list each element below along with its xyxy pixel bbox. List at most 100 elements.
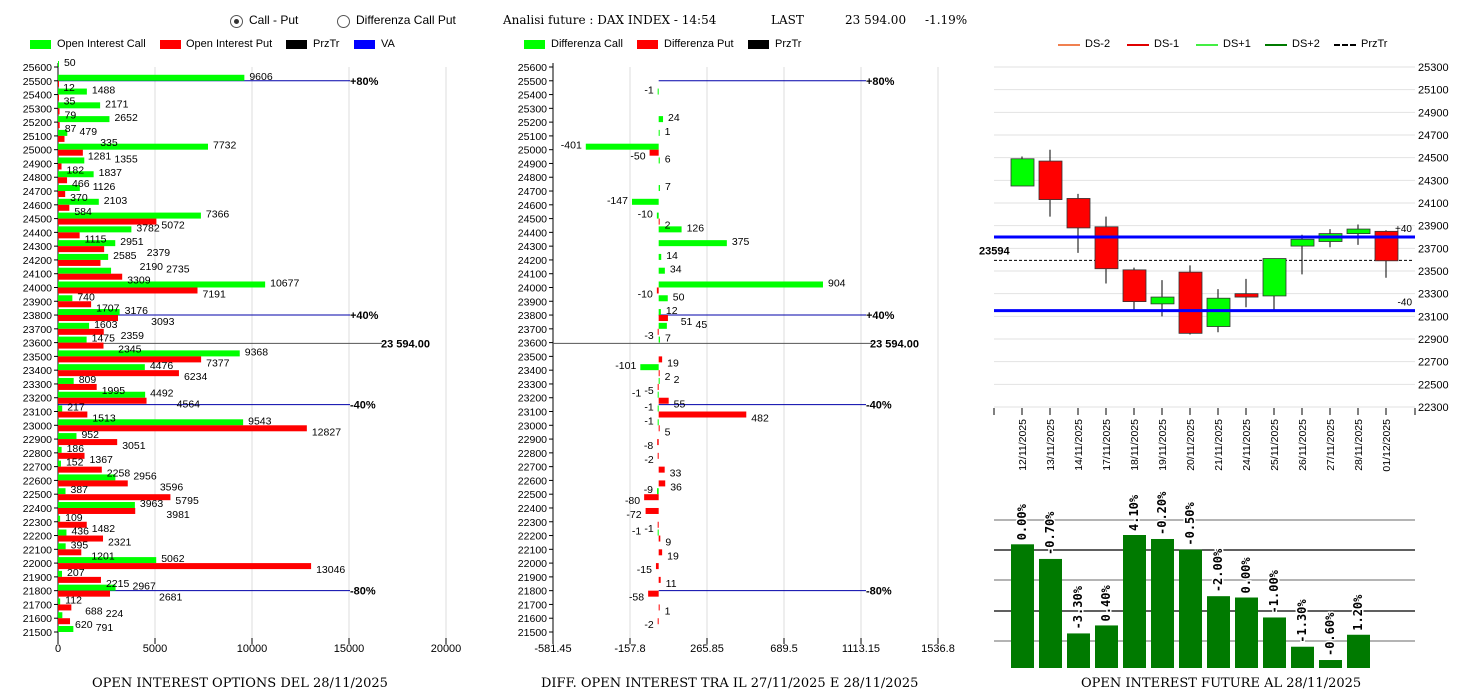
bar-call-label: 109 bbox=[65, 512, 83, 524]
bar-call bbox=[58, 543, 66, 550]
bar-diff-call bbox=[640, 364, 659, 371]
y-tick-label: 25100 bbox=[23, 131, 52, 143]
y-tick-label: 22200 bbox=[518, 531, 547, 543]
bar-diff-put bbox=[658, 397, 669, 404]
y-tick-label: 24900 bbox=[23, 158, 52, 170]
y-tick-label: 25100 bbox=[518, 131, 547, 143]
bar-put bbox=[58, 149, 83, 156]
bar-put-label: 2359 bbox=[121, 330, 145, 342]
bar-put bbox=[58, 535, 104, 542]
bar-diff-put-label: 2 bbox=[665, 371, 671, 383]
bar-call bbox=[58, 116, 110, 123]
bar-put bbox=[58, 191, 66, 198]
y-tick-label: 25500 bbox=[518, 76, 547, 88]
bar-diff-call-label: 34 bbox=[670, 264, 682, 276]
bar-call-label: 1126 bbox=[93, 181, 116, 193]
bar-put-label: 1707 bbox=[96, 302, 120, 314]
bar-put bbox=[58, 494, 171, 501]
x-tick-label: 27/11/2025 bbox=[1325, 419, 1337, 471]
bar-diff-call-label: -1 bbox=[632, 526, 641, 538]
bar-call-label: 207 bbox=[67, 567, 85, 579]
bar-put-label: 5072 bbox=[161, 220, 185, 232]
y-tick-label: 23700 bbox=[23, 324, 52, 336]
bar-diff-call-label: -1 bbox=[644, 85, 653, 97]
bar-call-label: 2171 bbox=[105, 98, 129, 110]
x-tick-label: -157.8 bbox=[614, 643, 645, 655]
legend-diff-przTr: PrzTr bbox=[775, 38, 802, 50]
bar-put bbox=[58, 315, 119, 322]
radio-differenza-label[interactable]: Differenza Call Put bbox=[356, 13, 456, 27]
level-label: +40% bbox=[350, 310, 379, 322]
change-value: -1.19% bbox=[925, 13, 968, 27]
y-tick-label: 23400 bbox=[518, 365, 547, 377]
y-tick-label: 24100 bbox=[518, 269, 547, 281]
bar-put bbox=[58, 466, 102, 473]
bar-put-label: 1513 bbox=[92, 413, 116, 425]
x-tick-label: 20/11/2025 bbox=[1185, 419, 1197, 471]
candle-down bbox=[1094, 226, 1119, 270]
bar-diff-put bbox=[658, 315, 668, 322]
bar-call bbox=[58, 267, 112, 274]
bar-call-label: 4476 bbox=[150, 360, 174, 372]
bar-put bbox=[58, 246, 105, 253]
bar-diff-put bbox=[658, 480, 666, 487]
bar-oi-future bbox=[1011, 544, 1034, 668]
last-value: 23 594.00 bbox=[845, 13, 907, 27]
bar-oi-future bbox=[1067, 633, 1090, 668]
x-tick-label: 19/11/2025 bbox=[1157, 419, 1169, 471]
legend-przTr3: PrzTr bbox=[1361, 38, 1388, 50]
bar-diff-call-label: 1 bbox=[665, 126, 671, 138]
bar-put-label: 7191 bbox=[203, 288, 227, 300]
bar-diff-call bbox=[658, 377, 660, 384]
bar-diff-call-label: 45 bbox=[696, 319, 708, 331]
x-tick-label: 17/11/2025 bbox=[1101, 419, 1113, 471]
bar-put-label: 3093 bbox=[151, 316, 175, 328]
candle-up bbox=[1262, 258, 1287, 297]
bar-put-label: 335 bbox=[100, 137, 118, 149]
y-tick-label: 22100 bbox=[23, 544, 52, 556]
legend-ds+2: DS+2 bbox=[1292, 38, 1320, 50]
legend-call: Open Interest Call bbox=[57, 38, 146, 50]
y-tick-label: 25000 bbox=[23, 145, 52, 157]
y-tick-label: 25400 bbox=[518, 90, 547, 102]
bar-diff-put bbox=[658, 411, 747, 418]
bar-diff-put-label: 9 bbox=[665, 537, 671, 549]
bar-call-label: 387 bbox=[71, 484, 89, 496]
bar-diff-call-label: -401 bbox=[561, 140, 582, 152]
bar-put-label: 1281 bbox=[88, 151, 112, 163]
bar-diff-call bbox=[658, 295, 668, 302]
bar-oi-future-label: -1.00% bbox=[1267, 569, 1281, 613]
legend-przTr: PrzTr bbox=[313, 38, 340, 50]
bar-oi-future-label: 0.00% bbox=[1015, 503, 1029, 540]
bar-diff-put bbox=[657, 383, 659, 390]
y-tick-label: 22300 bbox=[518, 517, 547, 529]
bar-diff-put bbox=[658, 576, 661, 583]
bar-oi-future-label: -0.70% bbox=[1043, 511, 1057, 555]
bar-put-label: 1367 bbox=[90, 454, 114, 466]
bar-diff-put bbox=[657, 328, 659, 335]
y-tick-label: 24700 bbox=[1418, 130, 1449, 142]
bar-diff-call-label: 7 bbox=[665, 333, 671, 345]
radio-call-put[interactable] bbox=[230, 15, 243, 28]
radio-differenza[interactable] bbox=[337, 15, 350, 28]
y-tick-label: 22000 bbox=[518, 558, 547, 570]
level-label: +40% bbox=[866, 310, 895, 322]
bar-diff-put-label: -1 bbox=[644, 523, 653, 535]
candle-down bbox=[1178, 271, 1203, 334]
bar-call-label: 9368 bbox=[245, 346, 269, 358]
y-tick-label: 24000 bbox=[518, 282, 547, 294]
bar-put bbox=[58, 370, 179, 377]
legend-swatch-va bbox=[354, 40, 375, 49]
bar-oi-future-label: -3.30% bbox=[1071, 585, 1085, 629]
x-tick-label: 0 bbox=[55, 643, 61, 655]
bar-put bbox=[58, 108, 60, 115]
y-tick-label: 24500 bbox=[518, 214, 547, 226]
bar-call-label: 217 bbox=[67, 402, 85, 414]
y-tick-label: 23600 bbox=[518, 338, 547, 350]
candle-up bbox=[1206, 297, 1231, 327]
bar-oi-future bbox=[1319, 660, 1342, 668]
bar-call bbox=[58, 460, 61, 467]
legend-swatch-ds+1 bbox=[1196, 44, 1218, 46]
bar-put-label: 87 bbox=[65, 123, 77, 135]
radio-call-put-label[interactable]: Call - Put bbox=[249, 13, 299, 27]
